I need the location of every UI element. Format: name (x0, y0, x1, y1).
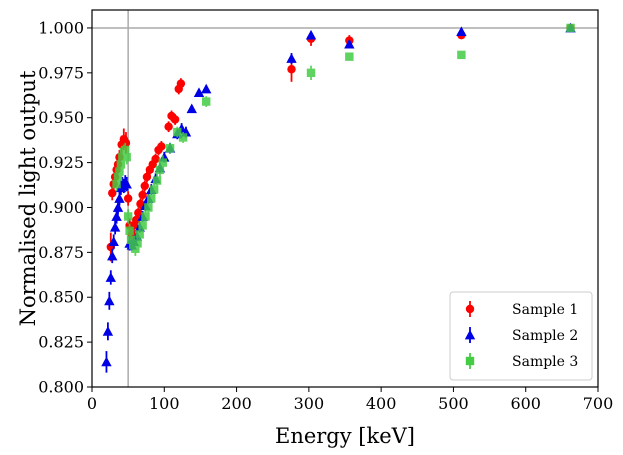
data-point (123, 194, 133, 203)
legend-item: Sample 1 (465, 301, 578, 318)
x-tick-label: 0 (87, 394, 97, 413)
data-point (306, 68, 316, 78)
data-point (105, 272, 116, 282)
data-point (149, 185, 159, 194)
legend-box (449, 291, 593, 381)
data-point (116, 160, 126, 169)
x-tick-label: 600 (510, 394, 541, 413)
x-tick-label: 400 (366, 394, 397, 413)
data-point (186, 103, 197, 114)
y-tick-label: 0.850 (38, 288, 84, 307)
data-point (144, 203, 153, 212)
x-tick-label: 700 (583, 394, 614, 413)
series-layer (101, 22, 576, 373)
data-point (165, 144, 175, 153)
y-tick-label: 0.825 (38, 333, 84, 352)
data-point (107, 250, 118, 261)
legend-item: Sample 3 (465, 353, 578, 370)
y-tick-label: 1.000 (38, 18, 84, 37)
y-tick-label: 0.950 (38, 108, 84, 127)
data-point (131, 244, 140, 253)
data-point (566, 23, 575, 33)
data-point (118, 153, 127, 162)
data-point (176, 79, 186, 88)
data-point (457, 50, 466, 60)
data-point (147, 194, 156, 203)
data-point (345, 52, 354, 61)
data-point (108, 188, 117, 198)
y-axis: 0.800 0.825 0.850 0.875 0.900 0.925 0.950 0.975… (38, 18, 92, 397)
legend-label: Sample 2 (512, 328, 578, 344)
data-point (151, 154, 160, 164)
data-point (140, 181, 149, 191)
data-point (158, 158, 168, 167)
data-point (138, 221, 147, 230)
data-point (152, 176, 162, 185)
legend-label: Sample 3 (512, 354, 578, 370)
data-point (112, 202, 124, 212)
data-point (287, 65, 296, 74)
data-point (157, 142, 166, 151)
data-point (344, 38, 355, 49)
data-point (135, 230, 144, 239)
data-point (122, 153, 131, 162)
y-tick-label: 0.900 (38, 198, 84, 217)
x-axis: 0 100 200 300 400 500 600 700 (87, 387, 613, 413)
data-point (202, 97, 211, 106)
data-point (173, 127, 182, 137)
data-point (102, 326, 114, 336)
data-point (121, 145, 130, 155)
x-tick-label: 300 (294, 394, 325, 413)
data-point (114, 193, 125, 203)
data-point (155, 165, 165, 174)
y-tick-label: 0.875 (38, 243, 84, 262)
data-point (170, 115, 180, 124)
legend-item: Sample 2 (464, 327, 578, 344)
legend-label: Sample 1 (512, 302, 578, 318)
data-point (141, 212, 150, 221)
data-point (164, 122, 173, 131)
data-point (126, 235, 136, 244)
data-point (121, 178, 132, 189)
data-point (138, 190, 147, 200)
data-point (112, 179, 121, 189)
data-point (125, 226, 134, 236)
data-point (101, 356, 112, 367)
x-axis-title: Energy [keV] (275, 424, 415, 448)
y-tick-label: 0.975 (38, 63, 84, 82)
data-point (109, 222, 121, 232)
data-point (456, 26, 467, 36)
legend-marker (465, 304, 475, 314)
data-point (133, 239, 142, 248)
x-tick-label: 100 (149, 394, 180, 413)
x-tick-label: 500 (438, 394, 469, 413)
legend-marker (464, 329, 476, 340)
data-point (123, 212, 133, 221)
y-tick-label: 0.800 (38, 378, 84, 397)
data-point (193, 87, 205, 98)
data-point (113, 172, 123, 182)
data-point (286, 53, 297, 63)
legend-marker (465, 356, 475, 366)
plot-frame (91, 9, 599, 388)
data-point (201, 83, 212, 94)
y-tick-label: 0.925 (38, 153, 84, 172)
legend: Sample 1 Sample 2 Sample 3 (449, 291, 593, 381)
x-tick-label: 200 (221, 394, 252, 413)
y-axis-title: Normalised light output (16, 70, 40, 326)
data-point (134, 208, 143, 218)
data-point (111, 211, 122, 221)
series-3 (112, 23, 575, 256)
data-point (178, 133, 188, 142)
data-point (115, 167, 124, 176)
data-point (108, 236, 119, 247)
data-point (305, 29, 317, 40)
data-point (104, 295, 115, 306)
